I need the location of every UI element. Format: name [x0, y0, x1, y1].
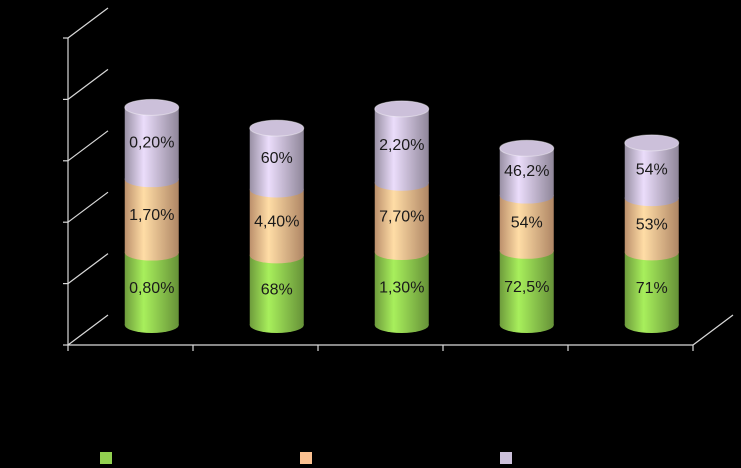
grid-line [67, 191, 109, 223]
data-label: 1,30% [379, 280, 424, 297]
data-label: 54% [511, 214, 543, 231]
data-label: 0,80% [129, 280, 174, 297]
cylinder-segment [624, 198, 679, 253]
grid-line [67, 130, 109, 162]
cylinder-segment [124, 107, 179, 180]
cylinder-segment [124, 252, 179, 325]
cylinder-segment [624, 142, 679, 199]
cylinder-segment [374, 108, 429, 183]
data-label: 72,5% [504, 279, 549, 296]
data-label: 68% [261, 281, 293, 298]
data-label: 0,20% [129, 134, 174, 151]
cylinder-segment [249, 255, 304, 325]
cylinder-segment [624, 252, 679, 325]
data-label: 4,40% [254, 214, 299, 231]
cylinder-segment [499, 250, 554, 325]
data-label: 53% [636, 216, 668, 233]
cylinder-segment [374, 182, 429, 253]
data-label: 46,2% [504, 163, 549, 180]
legend-swatch [100, 452, 112, 464]
data-label: 54% [636, 162, 668, 179]
cylinder-segment [374, 252, 429, 325]
cylinder-top [624, 134, 680, 152]
floor-edge [692, 314, 734, 346]
data-label: 71% [636, 280, 668, 297]
data-label: 1,70% [129, 207, 174, 224]
cylinder-segment [249, 128, 304, 190]
grid-line [67, 253, 109, 285]
cylinder-segment [499, 195, 554, 251]
cylinder-segment [124, 179, 179, 253]
cylinder-top [249, 119, 305, 137]
grid-line [67, 7, 109, 39]
legend-swatch [300, 452, 312, 464]
data-label: 7,70% [379, 209, 424, 226]
data-label: 2,20% [379, 137, 424, 154]
grid-line [67, 68, 109, 100]
cylinder-top [124, 98, 180, 116]
data-label: 60% [261, 150, 293, 167]
cylinder-segment [249, 189, 304, 256]
cylinder-top [374, 100, 430, 118]
grid-line [67, 314, 109, 346]
cylinder-top [499, 139, 555, 157]
legend-swatch [500, 452, 512, 464]
